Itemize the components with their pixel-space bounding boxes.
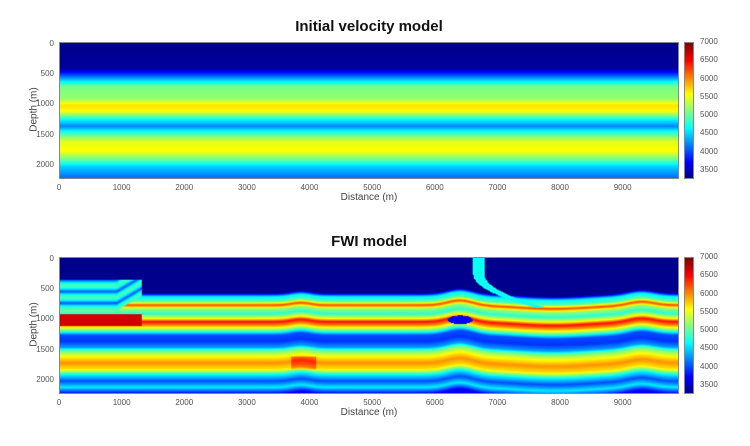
x-axis-label: Distance (m) (340, 407, 398, 418)
x-tick-label: 1000 (112, 398, 131, 407)
x-tick-label: 6000 (425, 183, 444, 192)
colorbar-tick-label: 3500 (700, 164, 718, 174)
y-tick-label: 1000 (36, 99, 54, 109)
colorbar (684, 42, 694, 179)
x-tick-label: 9000 (613, 183, 632, 192)
y-tick-label: 500 (40, 69, 54, 79)
colorbar-tick-label: 6000 (700, 288, 718, 298)
heatmap-initial (60, 43, 678, 178)
colorbar-tick-label: 5000 (700, 325, 718, 335)
heatmap-fwi (60, 258, 678, 393)
x-tick-label: 8000 (551, 183, 569, 192)
x-axis-label: Distance (m) (340, 192, 398, 203)
chart-title: FWI model (331, 233, 407, 250)
x-tick-label: 4000 (300, 183, 319, 192)
colorbar-tick-label: 4500 (700, 343, 718, 353)
x-tick-label: 2000 (175, 398, 194, 407)
x-tick-label: 0 (56, 398, 62, 407)
x-tick-label: 8000 (551, 398, 569, 407)
colorbar-tick-label: 6500 (700, 55, 718, 65)
colorbar-tick-label: 6000 (700, 73, 718, 83)
x-tick-label: 4000 (300, 398, 319, 407)
colorbar-tick-label: 4000 (700, 361, 718, 371)
heatmap-plot-area (59, 42, 679, 179)
colorbar-tick-label: 7000 (700, 252, 718, 261)
y-tick-label: 1000 (36, 314, 54, 324)
y-tick-label: 500 (40, 284, 54, 294)
x-tick-label: 6000 (425, 398, 444, 407)
chart-title: Initial velocity model (295, 18, 443, 35)
colorbar (684, 257, 694, 394)
y-tick-label: 0 (49, 254, 54, 263)
x-tick-label: 5000 (363, 183, 382, 192)
colorbar-tick-label: 7000 (700, 37, 718, 46)
y-tick-label: 2000 (36, 159, 54, 169)
heatmap-plot-area (59, 257, 679, 394)
x-tick-label: 3000 (237, 183, 256, 192)
x-tick-label: 2000 (175, 183, 194, 192)
colorbar-tick-label: 4000 (700, 146, 718, 156)
colorbar-tick-label: 5000 (700, 110, 718, 120)
x-tick-label: 1000 (112, 183, 131, 192)
y-tick-label: 1500 (36, 129, 54, 139)
y-tick-label: 2000 (36, 374, 54, 384)
colorbar-tick-label: 6500 (700, 270, 718, 280)
x-tick-label: 9000 (613, 398, 632, 407)
x-tick-label: 7000 (488, 398, 507, 407)
x-tick-label: 3000 (237, 398, 256, 407)
y-tick-label: 1500 (36, 344, 54, 354)
y-tick-label: 0 (49, 39, 54, 48)
x-tick-label: 5000 (363, 398, 382, 407)
colorbar-tick-label: 4500 (700, 128, 718, 138)
colorbar-tick-label: 5500 (700, 91, 718, 101)
colorbar-tick-label: 5500 (700, 306, 718, 316)
x-tick-label: 7000 (488, 183, 507, 192)
colorbar-tick-label: 3500 (700, 379, 718, 389)
x-tick-label: 0 (56, 183, 62, 192)
